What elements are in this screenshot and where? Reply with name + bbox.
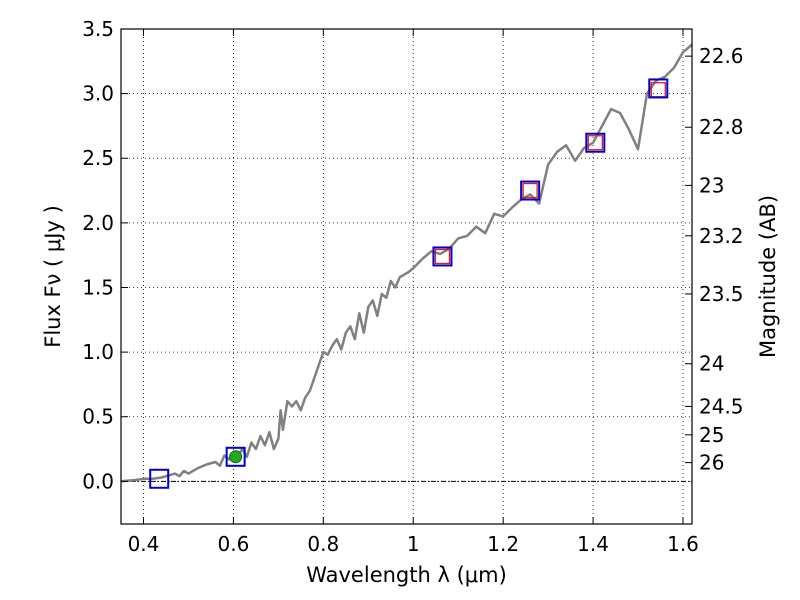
y2-tick-label: 23.2 [699,224,744,248]
x-tick-label: 1 [407,532,420,556]
y-tick-label: 2.0 [82,211,114,235]
observed-marker [648,78,669,99]
x-tick-label: 1.6 [667,532,699,556]
y-tick-label: 1.5 [82,275,114,299]
y2-tick-label: 22.8 [699,115,744,139]
y2-axis-label: Magnitude (AB) [756,195,780,358]
y-tick-label: 3.5 [82,17,114,41]
y-tick-label: 1.0 [82,340,114,364]
x-axis-label: Wavelength λ (μm) [306,563,507,587]
y-tick-label: 0.5 [82,405,114,429]
x-tick-label: 0.4 [128,532,160,556]
observed-marker [585,132,606,153]
y2-tick-label: 24 [699,352,724,376]
plot-frame [120,28,693,525]
observed-marker [520,180,541,201]
model-marker [587,135,603,151]
model-marker [522,182,538,199]
x-tick-label: 1.4 [577,532,609,556]
y2-tick-label: 22.6 [699,44,744,68]
y2-tick-label: 25 [699,423,724,447]
observed-marker [149,468,170,489]
detection-marker [229,450,243,464]
observed-marker [432,246,453,267]
x-tick-label: 0.6 [217,532,249,556]
y-tick-label: 0.0 [82,469,114,493]
spectrum-line [120,43,693,483]
grid [121,28,692,524]
observed-marker [225,446,246,467]
y-axis: 0.0 0.5 1.0 1.5 2.0 2.5 3.0 3.5 [82,17,128,493]
plot-area [120,43,693,489]
model-marker [434,248,451,265]
x-axis: 0.4 0.6 0.8 1 1.2 1.4 1.6 [128,29,699,556]
y2-tick-label: 24.5 [699,394,744,418]
y2-tick-label: 23 [699,173,724,197]
x-tick-label: 0.8 [307,532,339,556]
y-tick-label: 2.5 [82,146,114,170]
y-axis-label: Flux Fν ( μJy ) [41,205,65,348]
y2-axis: 22.6 22.8 23 23.2 23.5 24 24.5 25 26 [685,44,744,475]
y2-tick-label: 23.5 [699,282,744,306]
y2-tick-label: 26 [699,451,724,475]
y-tick-label: 3.0 [82,82,114,106]
x-tick-label: 1.2 [487,532,519,556]
